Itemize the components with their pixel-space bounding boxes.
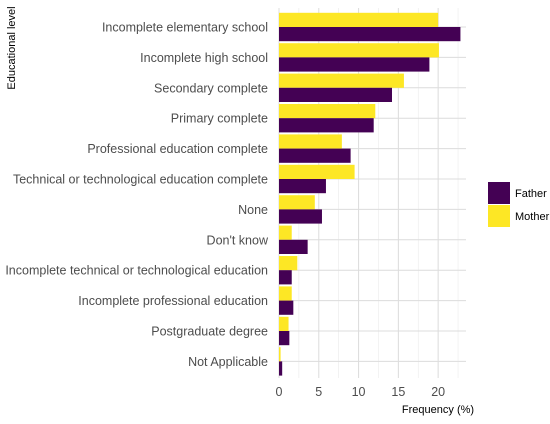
bars: [279, 12, 461, 376]
legend-key-father: [488, 182, 510, 204]
legend-label-father: Father: [515, 188, 547, 200]
category-label: Technical or technological education com…: [13, 173, 268, 187]
x-tick-label: 5: [315, 385, 322, 399]
category-label: Postgraduate degree: [151, 325, 268, 339]
bar-father: [279, 148, 351, 163]
bar-father: [279, 331, 290, 346]
category-labels: Incomplete elementary school Incomplete h…: [5, 21, 269, 369]
category-label: Incomplete professional education: [78, 294, 268, 308]
bar-father: [279, 179, 326, 194]
bar-father: [279, 300, 294, 315]
bar-father: [279, 239, 308, 254]
legend-key-mother: [488, 205, 510, 227]
bar-mother: [279, 256, 298, 271]
x-tick-label: 10: [352, 385, 366, 399]
category-label: Incomplete technical or technological ed…: [5, 264, 268, 278]
bar-father: [279, 27, 461, 42]
category-label: None: [238, 203, 268, 217]
bar-father: [279, 361, 283, 376]
category-label: Not Applicable: [188, 355, 268, 369]
bar-father: [279, 57, 430, 72]
category-label: Secondary complete: [154, 81, 268, 95]
x-axis-title: Frequency (%): [402, 404, 474, 416]
bar-mother: [279, 73, 404, 88]
bar-mother: [279, 12, 439, 27]
bar-mother: [279, 164, 355, 179]
bar-mother: [279, 134, 342, 149]
x-tick-labels: 0 5 10 15 20: [276, 385, 446, 399]
bar-father: [279, 118, 374, 133]
category-label: Don't know: [207, 233, 269, 247]
bar-mother: [279, 104, 376, 119]
x-tick-label: 15: [391, 385, 405, 399]
legend-label-mother: Mother: [515, 211, 550, 223]
bar-mother: [279, 286, 292, 301]
bar-father: [279, 209, 322, 224]
category-label: Professional education complete: [87, 142, 268, 156]
bar-mother: [279, 347, 281, 362]
y-axis-title: Educational level: [6, 6, 18, 89]
bar-mother: [279, 225, 292, 240]
bar-mother: [279, 43, 439, 58]
category-label: Primary complete: [171, 112, 268, 126]
category-label: Incomplete elementary school: [102, 21, 268, 35]
bar-mother: [279, 316, 289, 331]
category-label: Incomplete high school: [140, 51, 268, 65]
x-tick-label: 0: [276, 385, 283, 399]
bar-father: [279, 270, 292, 285]
x-tick-label: 20: [431, 385, 445, 399]
legend: Father Mother: [488, 182, 550, 227]
bar-father: [279, 87, 392, 102]
bar-mother: [279, 195, 315, 210]
